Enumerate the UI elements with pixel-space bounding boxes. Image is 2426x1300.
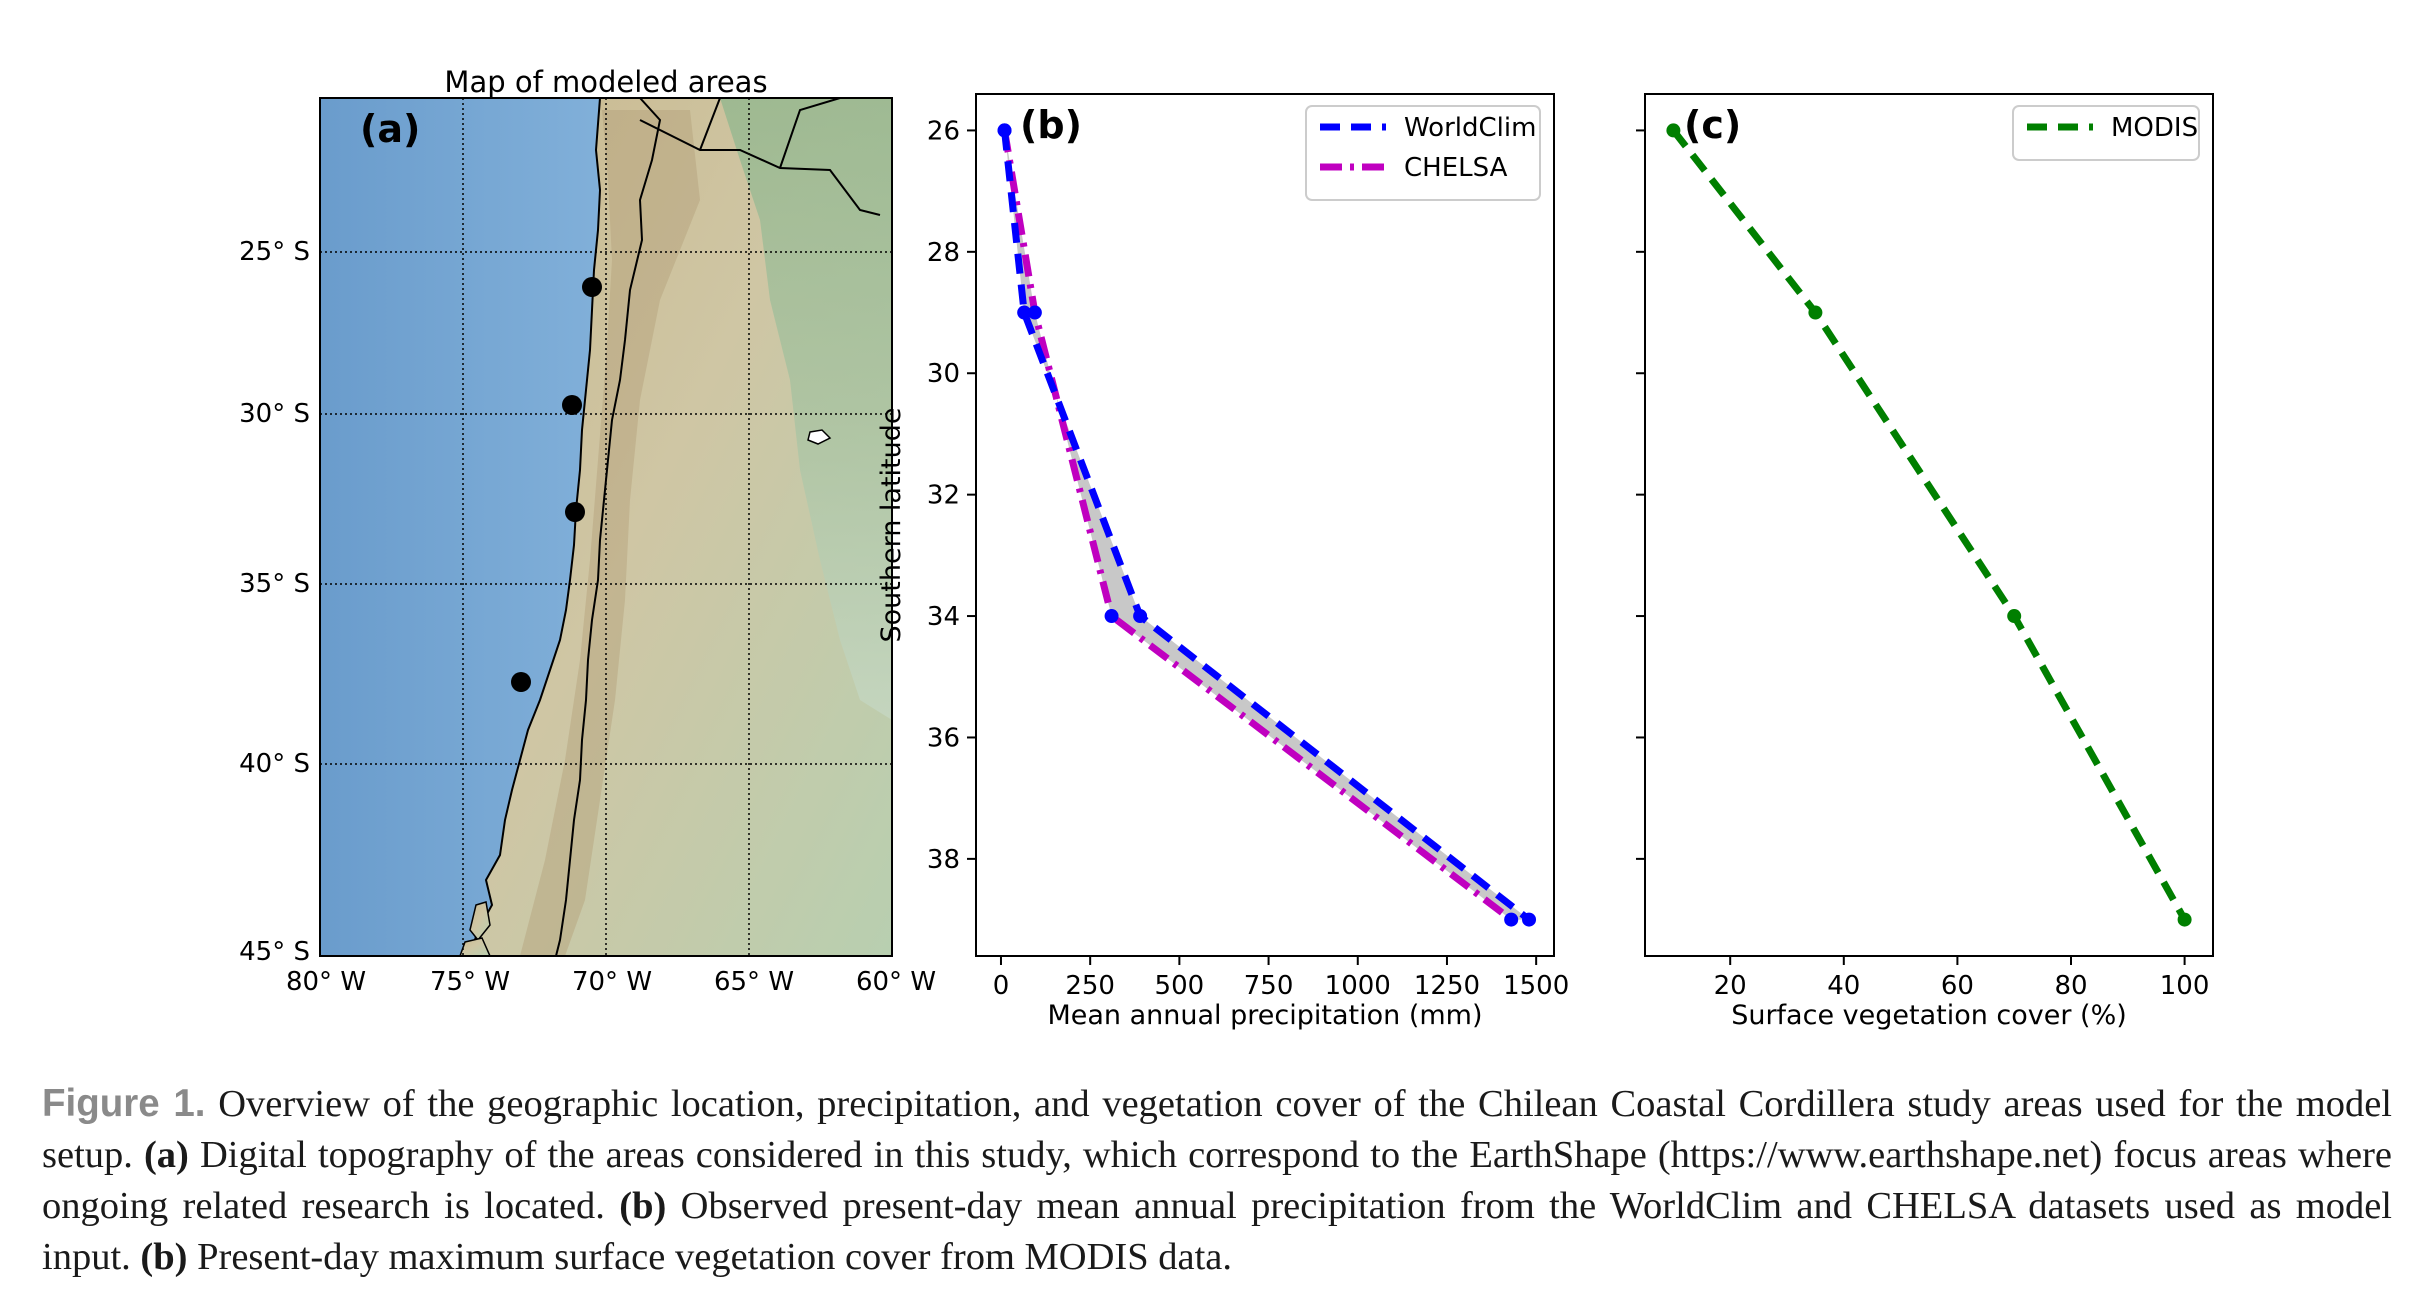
- legend-label: CHELSA: [1404, 153, 1508, 183]
- lon-tick-label: 75° W: [430, 967, 510, 997]
- panel-a-map: Map of modeled areas: [239, 65, 936, 997]
- lon-tick-label: 60° W: [856, 967, 936, 997]
- y-tick-label: 36: [927, 723, 960, 753]
- andes-relief: [520, 110, 700, 956]
- y-tick-label: 32: [927, 481, 960, 511]
- figure-1: Map of modeled areas: [239, 65, 2214, 1031]
- lat-tick-label: 25° S: [239, 237, 310, 267]
- x-tick-label: 1500: [1503, 971, 1569, 1001]
- study-area-marker: [565, 502, 585, 522]
- data-point: [2177, 912, 2192, 927]
- x-tick-label: 1250: [1414, 971, 1480, 1001]
- data-point: [1017, 305, 1032, 320]
- data-point: [1808, 305, 1823, 320]
- panel-c-frame: [1644, 93, 2214, 957]
- x-axis-label: Mean annual precipitation (mm): [1047, 1000, 1482, 1031]
- panel-b-frame: [975, 93, 1555, 957]
- figure-caption: Figure 1. Overview of the geographic loc…: [42, 1078, 2392, 1283]
- lat-tick-label: 35° S: [239, 569, 310, 599]
- x-tick-label: 1000: [1325, 971, 1391, 1001]
- x-tick-label: 0: [993, 971, 1010, 1001]
- study-area-marker: [582, 277, 602, 297]
- legend-label: MODIS: [2111, 113, 2198, 143]
- lon-tick-label: 70° W: [572, 967, 652, 997]
- southern-islands: [459, 937, 491, 956]
- panel-c-label: (c): [1684, 103, 1741, 147]
- data-point: [1027, 305, 1042, 320]
- y-tick-label: 30: [927, 359, 960, 389]
- legend-label: WorldClim: [1404, 113, 1536, 143]
- y-axis-label: Southern latitude: [876, 408, 907, 643]
- lat-tick-label: 45° S: [239, 937, 310, 967]
- study-area-markers: [511, 277, 602, 692]
- panel-c-vegetation-chart: (c) 20 40 60 80 100 Surface vegetation cover …: [1636, 93, 2214, 1031]
- map-title: Map of modeled areas: [444, 65, 767, 99]
- lat-tick-label: 30° S: [239, 399, 310, 429]
- study-area-marker: [511, 672, 531, 692]
- data-point: [997, 123, 1012, 138]
- x-tick-label: 40: [1827, 971, 1860, 1001]
- legend-box: [2012, 105, 2200, 161]
- x-tick-label: 100: [2160, 971, 2210, 1001]
- panel-b-label: (b): [1020, 103, 1082, 147]
- data-point: [1522, 912, 1537, 927]
- series-line-chelsa: [1001, 129, 1514, 923]
- caption-intro: Overview of the geographic location, pre…: [42, 1083, 2393, 1176]
- fill-between-area: [1004, 130, 1530, 920]
- lat-tick-label: 40° S: [239, 749, 310, 779]
- panel-a-label: (a): [360, 107, 420, 151]
- series-line-worldclim: [1001, 130, 1532, 923]
- map-gridlines: [320, 98, 892, 956]
- caption-figure-label: Figure 1.: [42, 1082, 206, 1125]
- lake: [807, 429, 832, 445]
- y-tick-label: 38: [927, 845, 960, 875]
- x-tick-label: 750: [1244, 971, 1294, 1001]
- caption-text-b: Observed present-day mean annual precipi…: [42, 1185, 2392, 1278]
- map-frame: [319, 97, 893, 957]
- caption-label-c: (b): [140, 1236, 188, 1278]
- series-line-modis: [1670, 128, 2188, 922]
- x-tick-label: 60: [1941, 971, 1974, 1001]
- caption-label-b: (b): [619, 1185, 667, 1227]
- chiloe-island: [469, 901, 491, 942]
- caption-text-a: Digital topography of the areas consider…: [42, 1134, 2392, 1227]
- lon-tick-label: 80° W: [286, 967, 366, 997]
- national-border: [555, 98, 662, 956]
- x-tick-label: 250: [1065, 971, 1115, 1001]
- data-point: [1133, 609, 1148, 624]
- data-point: [2007, 609, 2022, 624]
- data-point: [1666, 123, 1681, 138]
- x-tick-label: 20: [1714, 971, 1747, 1001]
- x-tick-label: 80: [2054, 971, 2087, 1001]
- y-tick-label: 28: [927, 238, 960, 268]
- data-point: [1504, 912, 1519, 927]
- x-tick-label: 500: [1155, 971, 1205, 1001]
- caption-label-a: (a): [143, 1134, 189, 1176]
- coastline: [469, 98, 602, 956]
- lon-tick-label: 65° W: [714, 967, 794, 997]
- y-tick-label: 26: [927, 116, 960, 146]
- x-axis-label: Surface vegetation cover (%): [1731, 1000, 2127, 1031]
- eastern-lowlands: [720, 98, 892, 720]
- study-area-marker: [562, 395, 582, 415]
- panel-b-precipitation-chart: (b) 0 250 500 750 1000 1250 1500 26 28 30 32 34 36 38…: [876, 93, 1569, 1031]
- caption-text-c: Present-day maximum surface vegetation c…: [187, 1236, 1232, 1278]
- data-point: [1104, 609, 1119, 624]
- northern-borders: [639, 98, 881, 216]
- y-tick-label: 34: [927, 602, 960, 632]
